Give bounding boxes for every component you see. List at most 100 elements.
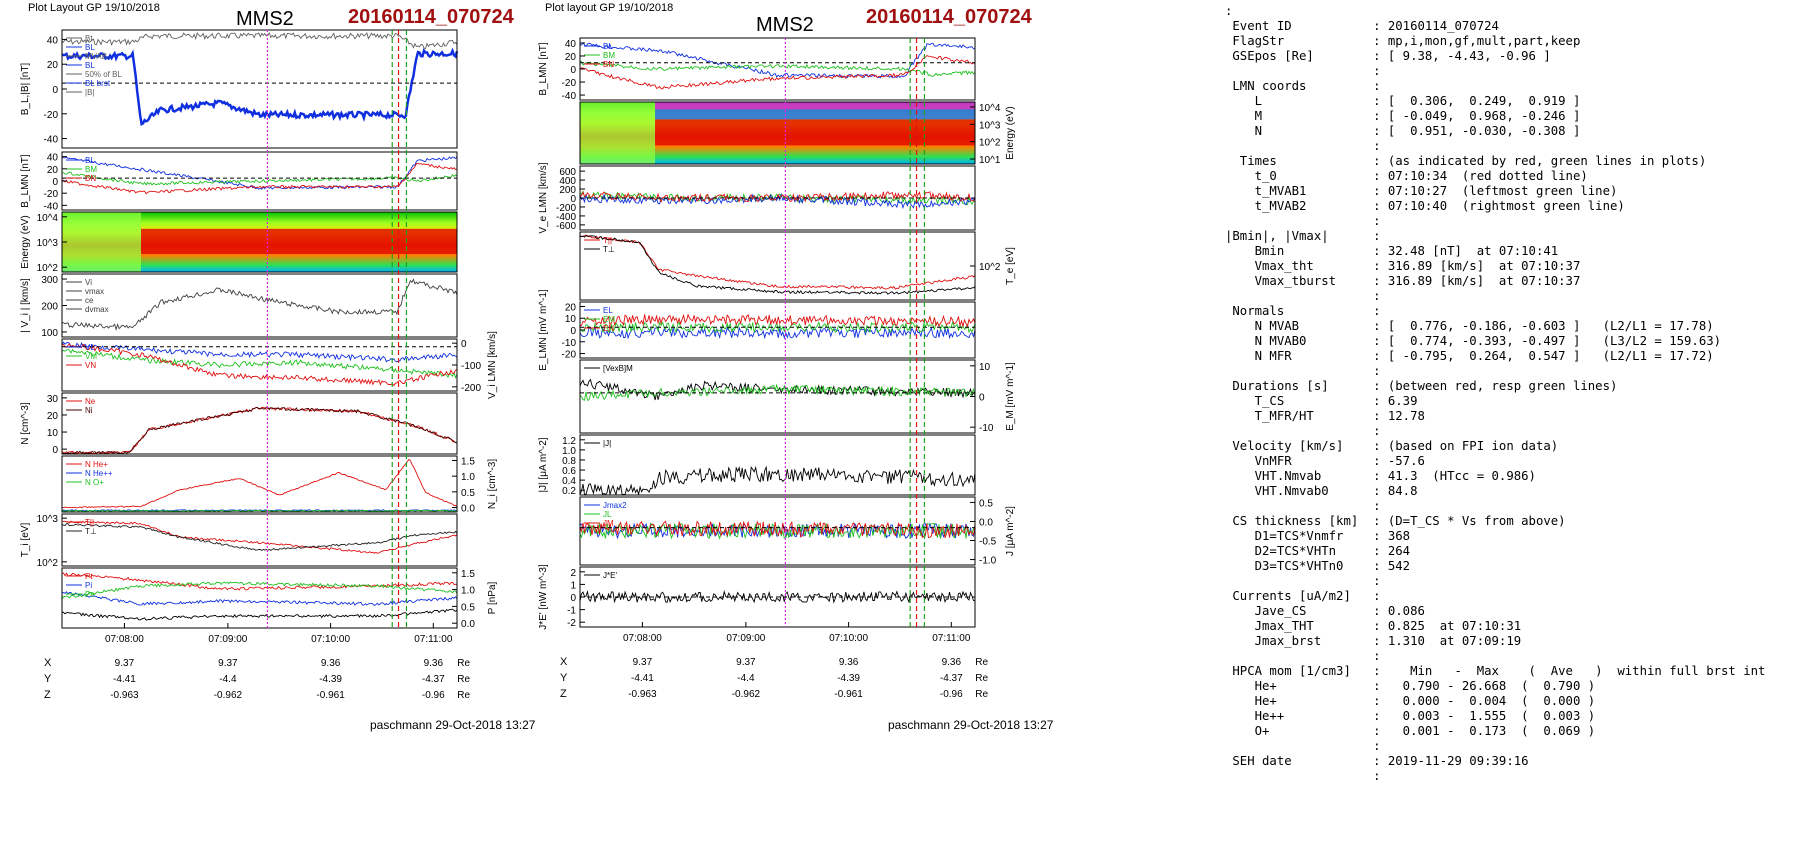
mid-ytick-label: 10^1	[979, 155, 1001, 166]
left-trace-4-0	[61, 341, 458, 363]
mid-coord-value: 9.36	[839, 657, 859, 668]
mid-coord-value: -4.39	[837, 673, 860, 684]
left-ytick-label: 1.0	[461, 472, 475, 483]
mid-ytick-label: -10	[562, 338, 577, 349]
mid-ytick-label: 0.5	[979, 498, 993, 509]
mid-legend-label: EM	[603, 315, 615, 324]
mid-ytick-label: 0.2	[562, 486, 576, 497]
left-coord-value: -4.37	[422, 674, 445, 685]
mid-spectrogram-blue	[655, 109, 975, 120]
left-ytick-label: -40	[44, 201, 59, 212]
mid-ytick-label: 0	[570, 65, 576, 76]
left-ytick-label: 0.0	[461, 504, 475, 515]
left-ylabel: N_i [cm^-3]	[487, 459, 498, 509]
left-legend-label: VN	[85, 361, 96, 370]
left-ytick-label: 0.5	[461, 602, 475, 613]
left-trace-5-1	[61, 406, 458, 455]
left-coord-value: -0.962	[214, 690, 243, 701]
mid-legend-label: T⊥	[603, 245, 615, 254]
mid-ylabel: E_M [mV m^-1]	[1005, 362, 1016, 431]
left-panel-frame	[61, 273, 458, 338]
left-coord-unit: Re	[457, 658, 470, 669]
mid-ylabel: B_LMN [nT]	[538, 42, 549, 96]
left-trace-5-0	[61, 406, 458, 455]
left-legend-label: Pe	[85, 590, 95, 599]
left-ytick-label: -200	[461, 383, 481, 394]
left-legend-label: BM	[85, 165, 97, 174]
mid-panel-5: [VexB]M 10 0 -10 E_M [mV m^-1]	[579, 359, 1016, 434]
left-trace-3-0	[62, 278, 458, 331]
left-ytick-label: 10^3	[37, 238, 59, 249]
mid-coord-label-x: X	[560, 656, 568, 668]
mid-ytick-label: -40	[562, 91, 577, 102]
mid-legend-label: JL	[603, 510, 612, 519]
mid-coord-label-y: Y	[560, 672, 568, 684]
left-coord-value: -0.963	[110, 690, 139, 701]
mid-trace-6-0	[579, 465, 976, 496]
mid-legend-label: EL	[603, 306, 613, 315]
left-coord-unit: Re	[457, 690, 470, 701]
left-trace-6-0	[62, 458, 458, 509]
mid-ytick-label: -2	[567, 618, 576, 629]
left-ytick-label: 1.5	[461, 569, 475, 580]
left-xtick-label: 07:08:00	[105, 634, 144, 645]
left-trace-1-0	[61, 156, 458, 190]
mid-legend-label: T||	[603, 236, 612, 245]
mid-spectrogram-top	[655, 102, 975, 110]
mid-coord-value: 9.37	[736, 657, 756, 668]
left-ytick-label: 100	[41, 328, 58, 339]
left-coord-value: -4.4	[219, 674, 237, 685]
mid-panel-frame	[579, 101, 976, 165]
mid-ylabel: T_e [eV]	[1005, 247, 1016, 285]
mid-ytick-label: -0.5	[979, 537, 997, 548]
left-ylabel: B_L,|B| [nT]	[20, 63, 31, 116]
mid-trace-2-0	[579, 190, 976, 206]
left-ytick-label: 20	[47, 411, 59, 422]
left-trace-0-1	[61, 47, 459, 127]
left-trace-4-1	[61, 348, 458, 380]
mid-legend-label: Jmax2	[603, 501, 627, 510]
mid-ytick-label: -20	[562, 78, 577, 89]
left-ytick-label: 10^4	[37, 213, 59, 224]
mid-panel-6: |J| 1.21.00.80.60.40.2 |J| [μA m^-2]	[538, 434, 976, 497]
mid-ytick-label: 0	[570, 194, 576, 205]
left-coord-value: -4.39	[319, 674, 342, 685]
left-coord-unit: Re	[457, 674, 470, 685]
left-ytick-label: 10^2	[37, 263, 59, 274]
left-coord-value: 9.36	[321, 658, 341, 669]
left-legend-label: N He+	[85, 460, 108, 469]
mid-ytick-label: 2	[570, 568, 576, 579]
mid-ytick-label: -600	[556, 221, 576, 232]
left-ytick-label: 0	[461, 339, 467, 350]
mid-trace-0-2	[579, 54, 976, 90]
mid-panel-frame	[579, 434, 976, 496]
mid-ytick-label: 0.6	[562, 466, 576, 477]
left-legend-label: BL brst	[85, 79, 111, 88]
left-trace-7-0	[61, 520, 458, 554]
left-coord-label-x: X	[44, 657, 52, 669]
left-ytick-label: 0	[52, 85, 58, 96]
mid-panel-8: J*E' 21 0 -1-2 J*E' [nW m^-3]	[538, 564, 976, 630]
left-coord-value: -0.961	[316, 690, 345, 701]
mid-trace-4-0	[579, 326, 976, 340]
mid-trace-0-0	[579, 42, 976, 79]
mid-coord-value: -4.37	[940, 673, 963, 684]
left-legend-label: Pi	[85, 581, 92, 590]
mid-xtick-label: 07:09:00	[726, 633, 765, 644]
mid-ytick-label: -400	[556, 212, 576, 223]
mid-legend-label: JM	[603, 519, 614, 528]
left-xtick-label: 07:09:00	[208, 634, 247, 645]
left-ytick-label: 40	[47, 153, 59, 164]
left-coord-label-z: Z	[44, 689, 51, 701]
mid-coord-value: -4.41	[631, 673, 654, 684]
mid-trace-7-2	[579, 520, 976, 539]
mid-coord-value: 9.36	[942, 657, 962, 668]
mid-ylabel: J [μA m^-2]	[1005, 506, 1016, 556]
mid-ytick-label: 0	[979, 393, 985, 404]
